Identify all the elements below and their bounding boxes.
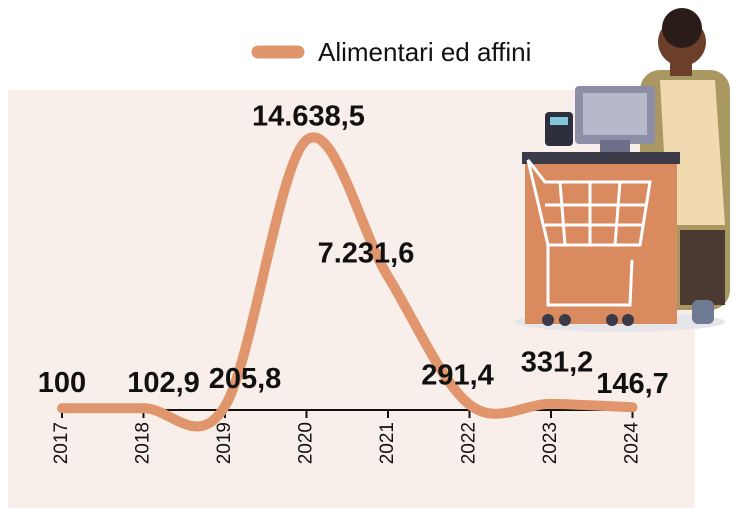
- x-tick-label: 2019: [214, 422, 235, 464]
- chart: Alimentari ed affini 2017 2018 2019 2020 202…: [0, 0, 731, 509]
- cashier-illustration: [515, 8, 730, 332]
- x-tick-label: 2023: [540, 422, 561, 464]
- x-tick-label: 2018: [133, 422, 154, 464]
- x-tick-label: 2022: [459, 422, 480, 464]
- x-tick-label: 2024: [622, 422, 643, 465]
- value-label: 146,7: [596, 368, 669, 400]
- x-tick-label: 2017: [51, 422, 72, 464]
- value-label: 331,2: [521, 347, 594, 379]
- x-tick-label: 2020: [296, 422, 317, 464]
- value-label: 205,8: [209, 363, 282, 395]
- legend-label: Alimentari ed affini: [318, 37, 531, 67]
- value-label: 7.231,6: [318, 237, 415, 269]
- value-label: 102,9: [127, 367, 200, 399]
- x-tick-label: 2021: [377, 422, 398, 464]
- value-label: 291,4: [421, 359, 494, 391]
- value-label: 100: [38, 367, 86, 399]
- value-label: 14.638,5: [252, 101, 365, 133]
